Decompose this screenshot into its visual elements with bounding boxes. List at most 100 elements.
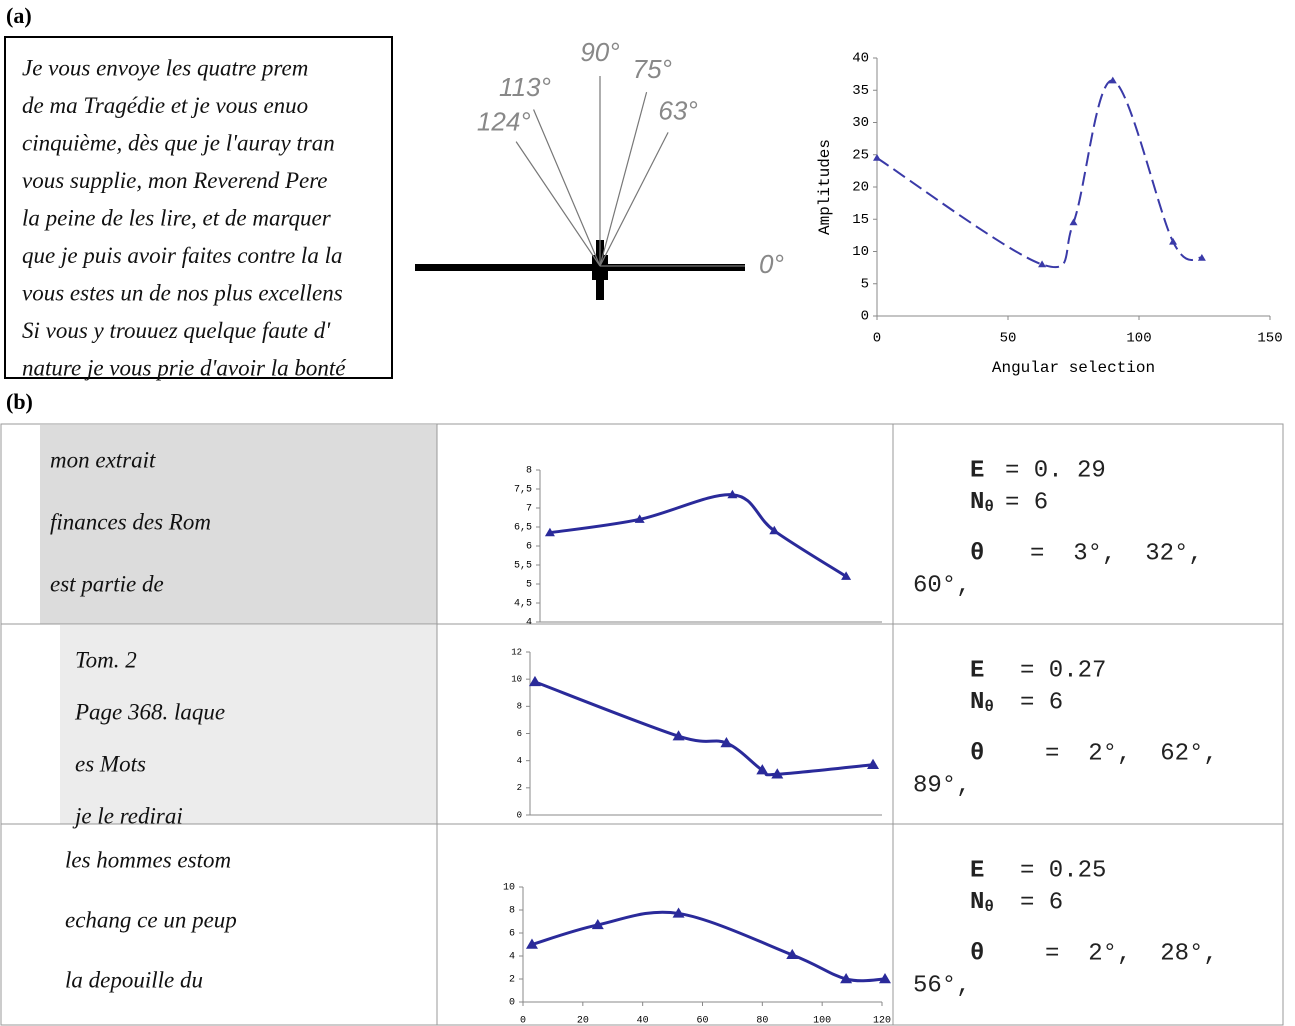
line [532,912,885,981]
x-tick-label: 50 [1000,331,1017,347]
marker [1109,77,1117,84]
y-tick-label: 35 [852,83,869,99]
rose-base [415,240,745,300]
n-symbol: N [970,489,984,516]
marker [1070,218,1078,225]
y-axis-label: Amplitudes [816,139,834,235]
stat-label: E [970,457,984,484]
handwriting-line: la peine de les lire, et de marquer [22,205,332,230]
angle-label: 75° [633,54,672,84]
stat-label: E [970,657,984,684]
x-axis-label: Angular selection [992,359,1155,377]
x-tick-label: 120 [873,1016,891,1026]
n-subscript: θ [984,898,994,916]
panel-label: (b) [6,389,33,414]
stat-value: = 6 [1005,489,1048,516]
handwriting-line: es Mots [75,751,146,776]
stat-label: θ [970,540,984,567]
handwriting-line: Je vous envoye les quatre prem [22,55,308,80]
handwriting-line: Si vous y trouuez quelque faute d' [22,318,331,343]
y-tick-label: 0 [861,309,869,325]
handwriting-line: les hommes estom [65,847,231,872]
stat-label: E [970,857,984,884]
line [550,495,846,577]
x-tick-label: 20 [577,1016,589,1026]
y-tick-label: 6 [509,929,515,940]
handwriting-line: Tom. 2 [75,647,137,672]
y-tick-label: 0 [509,998,515,1009]
stat-value: 89°, [913,772,971,799]
x-tick-label: 150 [1257,331,1282,347]
x-tick-label: 100 [1126,331,1151,347]
y-tick-label: 0 [517,810,522,820]
handwriting-line: Page 368. laque [74,699,225,724]
x-tick-label: 100 [813,1016,831,1026]
handwriting-line: la depouille du [65,967,203,992]
stat-label: Nθ [970,889,994,916]
y-tick-label: 4 [517,756,522,766]
stat-value: = 2°, 62°, [1045,740,1218,767]
handwriting-line: que je puis avoir faites contre la la [22,243,342,268]
handwriting-line: finances des Rom [50,509,211,534]
y-tick-label: 10 [503,883,515,894]
stat-value: = 3°, 32°, [1030,540,1203,567]
chart: 0510152025303540050100150Angular selecti… [816,51,1282,378]
angle-line [516,142,600,266]
stat-value: = 2°, 28°, [1045,940,1218,967]
x-tick-label: 0 [520,1016,526,1026]
angle-label: 124° [477,106,531,136]
angle-label: 63° [658,96,697,126]
stat-label: θ [970,940,984,967]
y-tick-label: 7 [526,504,532,515]
n-symbol: N [970,889,984,916]
x-tick-label: 60 [696,1016,708,1026]
x-tick-label: 40 [637,1016,649,1026]
stat-value: = 0. 29 [1005,457,1106,484]
handwriting-line: echang ce un peup [65,907,237,932]
y-tick-label: 8 [526,466,532,477]
y-tick-label: 8 [509,906,515,917]
line [877,81,1202,268]
x-tick-label: 80 [756,1016,768,1026]
y-tick-label: 6 [517,729,522,739]
angle-label: 113° [499,72,551,102]
stat-value: = 0.25 [1020,857,1106,884]
y-tick-label: 10 [511,675,522,685]
angle-label: 90° [580,37,619,67]
y-tick-label: 20 [852,180,869,196]
handwriting-line: cinquième, dès que je l'auray tran [22,130,335,155]
angle-label: 0° [759,249,784,279]
marker [1169,238,1177,245]
x-tick-label: 0 [873,331,881,347]
stat-value: = 6 [1020,689,1063,716]
handwriting-line: nature je vous prie d'avoir la bonté [22,355,347,380]
y-tick-label: 5 [861,276,869,292]
handwriting-line: de ma Tragédie et je vous enuo [22,93,308,118]
y-tick-label: 5,5 [514,561,532,572]
y-tick-label: 5 [526,580,532,591]
stat-value: = 0.27 [1020,657,1106,684]
stat-value: 56°, [913,972,971,999]
angle-line [600,132,668,266]
y-tick-label: 10 [852,244,869,260]
handwriting-line: vous supplie, mon Reverend Pere [22,168,328,193]
stat-label: θ [970,740,984,767]
stat-label: Nθ [970,689,994,716]
handwriting-line: mon extrait [50,447,156,472]
y-tick-label: 7,5 [514,485,532,496]
y-tick-label: 40 [852,51,869,67]
n-subscript: θ [984,498,994,516]
stat-value: 60°, [913,572,971,599]
y-tick-label: 25 [852,147,869,163]
handwriting-line: est partie de [50,571,164,596]
n-symbol: N [970,689,984,716]
y-tick-label: 4 [509,952,515,963]
stat-label: Nθ [970,489,994,516]
y-tick-label: 4,5 [514,599,532,610]
stat-value: = 6 [1020,889,1063,916]
y-tick-label: 6 [526,542,532,553]
handwriting-line: vous estes un de nos plus excellens [22,280,343,305]
panel-label: (a) [6,3,32,28]
